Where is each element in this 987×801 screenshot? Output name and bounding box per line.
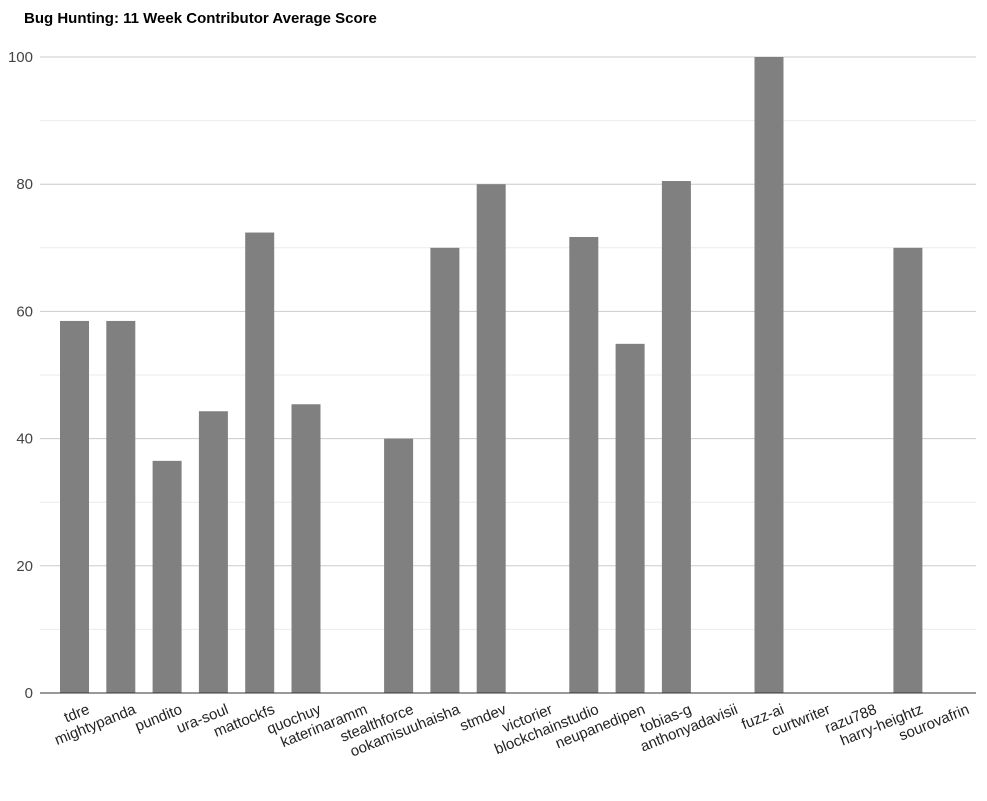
y-tick-label: 100 xyxy=(8,49,33,66)
bar-fuzz-ai xyxy=(754,57,784,693)
y-axis-ticks: 0 20 40 60 80 100 xyxy=(8,49,33,702)
bar-tobias-g xyxy=(661,181,691,693)
y-tick-label: 80 xyxy=(16,176,33,193)
y-tick-label: 60 xyxy=(16,303,33,320)
y-tick-label: 40 xyxy=(16,431,33,448)
x-tick-label: mightypanda xyxy=(52,701,139,749)
gridlines xyxy=(40,56,976,630)
y-tick-label: 0 xyxy=(25,685,33,702)
bars xyxy=(60,57,923,694)
x-tick-label: stmdev xyxy=(457,701,509,735)
chart-title: Bug Hunting: 11 Week Contributor Average… xyxy=(24,10,377,27)
bar-blockchainstudio xyxy=(569,236,599,693)
bar-mattockfs xyxy=(245,232,275,693)
bar-stealthforce xyxy=(384,438,414,693)
bar-mightypanda xyxy=(106,320,136,693)
x-axis-labels: tdremightypandapunditoura-soulmattockfsq… xyxy=(52,701,971,761)
bar-harry-heightz xyxy=(893,247,923,694)
bar-ookamisuuhaisha xyxy=(430,247,460,694)
bar-pundito xyxy=(152,460,182,693)
bar-stmdev xyxy=(476,184,506,693)
bar-quochuy xyxy=(291,404,321,693)
bar-ura-soul xyxy=(198,411,228,693)
y-tick-label: 20 xyxy=(16,558,33,575)
bar-tdre xyxy=(60,320,89,693)
bar-neupanedipen xyxy=(615,343,645,693)
